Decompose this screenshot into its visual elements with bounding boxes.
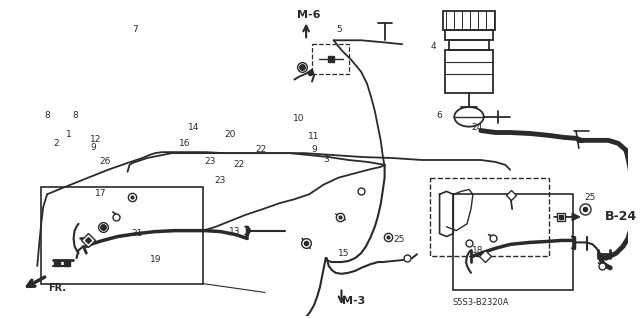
Text: 21: 21 [131,229,143,239]
Text: M-3: M-3 [342,296,365,306]
Text: 1: 1 [66,130,72,139]
Bar [312,44,349,74]
Text: 2: 2 [54,139,60,148]
Text: 3: 3 [324,155,330,164]
Text: 17: 17 [95,189,106,198]
Text: 10: 10 [293,114,305,123]
Text: 20: 20 [224,130,236,139]
Bar [453,194,573,291]
Text: S5S3-B2320A: S5S3-B2320A [452,298,509,307]
Text: 6: 6 [436,111,442,120]
Text: M-6: M-6 [298,10,321,20]
Text: 22: 22 [255,145,266,154]
Bar [449,40,488,50]
Text: 13: 13 [228,227,240,236]
Text: 14: 14 [188,123,199,132]
Text: 26: 26 [100,157,111,166]
Bar [429,178,550,256]
Text: 18: 18 [472,246,483,255]
Text: B-24: B-24 [604,211,637,223]
Text: 9: 9 [90,143,96,152]
Text: 16: 16 [179,139,190,148]
Text: FR.: FR. [48,283,66,293]
Text: 24: 24 [472,123,483,132]
Text: 9: 9 [311,145,317,154]
Text: 11: 11 [308,131,320,141]
Text: 25: 25 [584,193,596,202]
Text: 5: 5 [336,25,342,34]
Bar [41,188,203,284]
Bar [444,11,495,31]
Text: 8: 8 [72,111,78,120]
Bar [445,31,493,40]
Text: 7: 7 [132,25,138,34]
Text: 22: 22 [233,160,244,169]
Text: 23: 23 [205,157,216,166]
Text: 23: 23 [214,176,225,185]
Text: 15: 15 [339,249,350,258]
Text: 12: 12 [90,135,101,144]
Text: 25: 25 [393,235,404,244]
Text: 8: 8 [44,111,50,120]
Bar [445,50,493,93]
Text: 19: 19 [150,255,161,264]
Text: 4: 4 [431,42,436,51]
